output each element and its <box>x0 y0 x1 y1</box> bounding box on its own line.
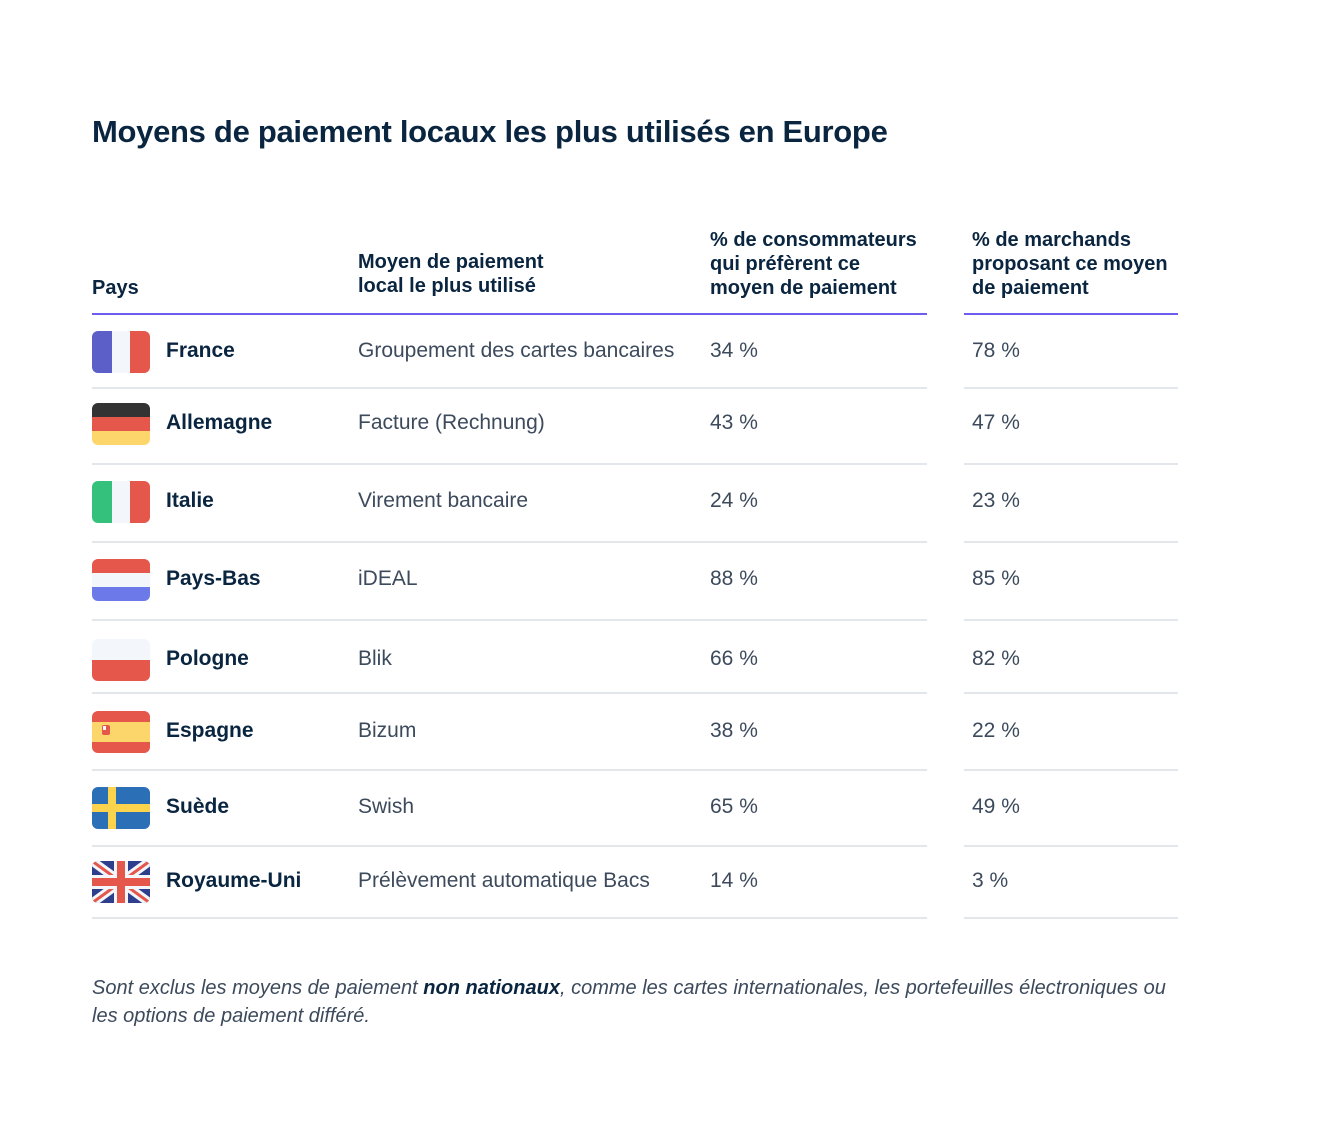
payment-method: Blik <box>358 647 392 670</box>
row-divider-merchants <box>964 917 1178 919</box>
uk-flag-icon <box>92 861 150 903</box>
row-divider <box>92 387 927 389</box>
row-divider-merchants <box>964 463 1178 465</box>
consumer-percentage: 14 % <box>710 869 758 892</box>
country-name: France <box>166 339 235 362</box>
footnote-text-1: Sont exclus les moyens de paiement <box>92 977 424 999</box>
merchant-percentage: 3 % <box>972 869 1009 892</box>
row-divider-merchants <box>964 769 1178 771</box>
merchant-percentage: 78 % <box>972 339 1020 362</box>
country-name: Royaume-Uni <box>166 869 302 892</box>
merchant-percentage: 82 % <box>972 647 1020 670</box>
row-divider <box>92 692 927 694</box>
germany-flag-icon <box>92 403 150 445</box>
row-divider-merchants <box>964 619 1178 621</box>
country-name: Italie <box>166 489 214 512</box>
payment-method: Facture (Rechnung) <box>358 411 545 434</box>
country-name: Pays-Bas <box>166 567 261 590</box>
italy-flag-icon <box>92 481 150 523</box>
row-divider-merchants <box>964 387 1178 389</box>
footnote-bold: non nationaux <box>423 977 560 999</box>
payment-method: Groupement des cartes bancaires <box>358 339 675 362</box>
merchant-percentage: 49 % <box>972 795 1020 818</box>
country-name: Allemagne <box>166 411 273 434</box>
row-divider-merchants <box>964 541 1178 543</box>
row-divider-merchants <box>964 692 1178 694</box>
country-name: Suède <box>166 795 230 818</box>
footnote-text-2: , comme les cartes internationales, les … <box>92 977 1166 1027</box>
row-divider <box>92 917 927 919</box>
merchant-percentage: 47 % <box>972 411 1020 434</box>
row-divider <box>92 541 927 543</box>
payment-method: Virement bancaire <box>358 489 529 512</box>
payment-method: Swish <box>358 795 415 818</box>
netherlands-flag-icon <box>92 559 150 601</box>
header-merchants: % de marchands proposant ce moyen de pai… <box>972 229 1168 299</box>
merchant-percentage: 85 % <box>972 567 1020 590</box>
row-divider <box>92 619 927 621</box>
consumer-percentage: 43 % <box>710 411 758 434</box>
footnote: Sont exclus les moyens de paiement non n… <box>92 974 1192 1030</box>
poland-flag-icon <box>92 639 150 681</box>
country-name: Pologne <box>166 647 249 670</box>
consumer-percentage: 38 % <box>710 719 758 742</box>
header-underline-merchants <box>964 313 1178 315</box>
chart-title: Moyens de paiement locaux les plus utili… <box>92 114 888 149</box>
consumer-percentage: 34 % <box>710 339 758 362</box>
row-divider-merchants <box>964 845 1178 847</box>
header-consumers: % de consommateurs qui préfèrent ce moye… <box>710 229 917 299</box>
payment-method: iDEAL <box>358 567 418 590</box>
sweden-flag-icon <box>92 787 150 829</box>
row-divider <box>92 769 927 771</box>
merchant-percentage: 22 % <box>972 719 1020 742</box>
france-flag-icon <box>92 331 150 373</box>
merchant-percentage: 23 % <box>972 489 1020 512</box>
payment-method: Bizum <box>358 719 417 742</box>
header-underline-main <box>92 313 927 315</box>
header-country: Pays <box>92 277 139 299</box>
row-divider <box>92 463 927 465</box>
country-name: Espagne <box>166 719 254 742</box>
spain-flag-icon <box>92 711 150 753</box>
payment-method: Prélèvement automatique Bacs <box>358 869 650 892</box>
row-divider <box>92 845 927 847</box>
consumer-percentage: 66 % <box>710 647 758 670</box>
consumer-percentage: 88 % <box>710 567 758 590</box>
consumer-percentage: 65 % <box>710 795 758 818</box>
header-method: Moyen de paiement local le plus utilisé <box>358 251 544 297</box>
consumer-percentage: 24 % <box>710 489 758 512</box>
